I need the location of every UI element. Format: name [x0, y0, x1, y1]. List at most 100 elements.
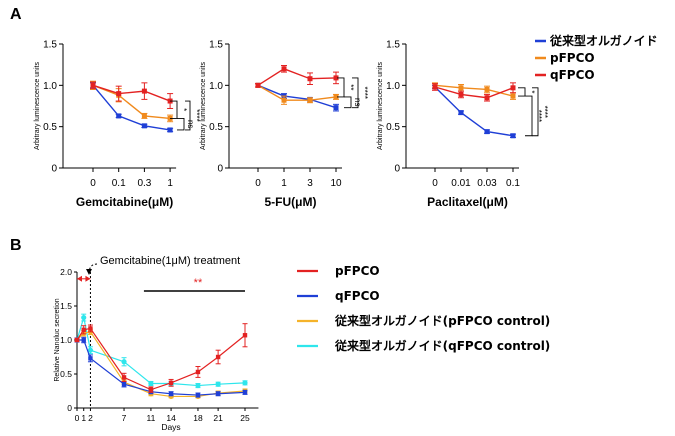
y-axis-title: Arbitrary luminescence units	[200, 62, 207, 150]
y-tick-label: 0.5	[386, 122, 400, 133]
data-point	[432, 84, 438, 90]
significance-label: ns	[353, 98, 362, 106]
series-1	[74, 323, 248, 393]
series-line	[257, 68, 337, 86]
x-tick-label: 0	[90, 178, 96, 189]
data-point	[242, 333, 248, 338]
significance-bracket: ****	[532, 87, 549, 137]
data-point	[458, 91, 464, 97]
data-point	[121, 375, 127, 380]
x-tick-label: 10	[330, 178, 342, 189]
data-point	[458, 85, 464, 91]
legend-label: 従来型オルガノイド(qFPCO control)	[334, 338, 550, 353]
data-point	[281, 97, 287, 103]
data-point	[215, 354, 221, 360]
significance-label: *	[527, 90, 536, 93]
significance-bracket: *	[518, 87, 536, 97]
data-point	[141, 88, 147, 94]
y-axis-title: Arbitrary luminescence units	[34, 62, 41, 150]
y-tick-label: 1.5	[209, 40, 223, 51]
chart-a3: 0 0.5 1.0 1.5 0 0.01 0.03 0.1 Arbitrary luminesc…	[377, 40, 549, 210]
significance-label: *	[179, 108, 188, 111]
bracket-line	[532, 87, 539, 137]
series-1	[432, 84, 516, 139]
data-point	[458, 110, 464, 116]
series-line	[257, 84, 337, 101]
treatment-label: Gemcitabine(1μM) treatment	[100, 255, 240, 267]
data-point	[167, 127, 173, 133]
x-tick-label: 7	[122, 413, 127, 423]
data-point	[307, 97, 313, 103]
series-3	[90, 81, 174, 109]
series-3	[255, 64, 339, 88]
x-tick-label: 25	[240, 413, 250, 423]
legend-a-item: 従来型オルガノイド	[535, 33, 658, 48]
legend-b-item: pFPCO	[297, 264, 380, 278]
x-tick-label: 0	[75, 413, 80, 423]
y-tick-label: 0	[67, 403, 72, 413]
legend-b-item: 従来型オルガノイド(pFPCO control)	[297, 313, 550, 328]
treatment-window: Gemcitabine(1μM) treatment	[77, 255, 240, 408]
significance-label: ****	[192, 109, 201, 121]
significance-label: **	[194, 277, 203, 289]
data-point	[88, 356, 93, 361]
bracket-line	[177, 117, 185, 131]
bracket-line	[344, 96, 352, 109]
y-tick-label: 2.0	[60, 267, 72, 277]
y-tick-label: 1.5	[60, 301, 72, 311]
significance-label: ****	[534, 110, 543, 122]
legend-panel-b: pFPCO qFPCO 従来型オルガノイド(pFPCO control) 従来型オルガ…	[297, 264, 550, 353]
legend-label: pFPCO	[335, 264, 380, 278]
y-tick-label: 1.5	[43, 40, 57, 51]
series-3	[432, 82, 516, 102]
data-point	[90, 82, 96, 88]
data-point	[88, 326, 93, 331]
x-axis-title: Gemcitabine(μM)	[76, 195, 173, 209]
treatment-callout-arrow	[86, 269, 92, 275]
y-axis-title: Arbitrary luminescence units	[377, 62, 384, 150]
data-point	[168, 391, 174, 396]
panel-letter-a: A	[10, 6, 22, 23]
data-point	[148, 387, 154, 392]
series-2	[90, 80, 174, 123]
data-point	[281, 66, 287, 72]
significance-bracket: **	[337, 77, 355, 98]
x-tick-label: 14	[166, 413, 176, 423]
legend-label: 従来型オルガノイド	[549, 33, 658, 48]
bracket-line	[185, 100, 191, 131]
series-1	[90, 82, 174, 133]
data-point	[484, 129, 490, 135]
bracket-line	[518, 87, 526, 97]
legend-label: qFPCO	[335, 289, 380, 303]
y-axis-title: Relative Nanoluc secretion	[54, 298, 61, 381]
data-point	[81, 337, 86, 343]
x-tick-label: 0	[432, 178, 438, 189]
y-tick-label: 1.0	[209, 81, 223, 92]
bracket-line	[170, 100, 178, 119]
x-tick-label: 0.01	[451, 178, 471, 189]
legend-b-item: 従来型オルガノイド(qFPCO control)	[297, 338, 550, 353]
x-tick-label: 21	[213, 413, 223, 423]
y-tick-label: 0	[51, 164, 57, 175]
significance-label: ****	[540, 106, 549, 118]
legend-label: pFPCO	[550, 51, 595, 65]
data-point	[195, 369, 201, 375]
series-line	[92, 84, 171, 120]
x-tick-label: 1	[281, 178, 287, 189]
significance-bracket: ****	[525, 95, 543, 137]
data-point	[168, 380, 174, 386]
data-point	[195, 382, 201, 389]
y-tick-label: 1.5	[386, 40, 400, 51]
data-point	[116, 113, 122, 119]
treatment-arrow-right	[85, 275, 91, 282]
significance-label: **	[346, 84, 355, 90]
data-point	[141, 113, 147, 119]
data-point	[484, 86, 490, 92]
data-point	[195, 392, 201, 398]
data-point	[510, 93, 516, 99]
data-point	[333, 75, 339, 81]
x-tick-label: 0.1	[506, 178, 520, 189]
series-4	[74, 313, 248, 389]
chart-a2: 0 0.5 1.0 1.5 0 1 3 10 Arbitrary luminescence un…	[200, 40, 369, 210]
